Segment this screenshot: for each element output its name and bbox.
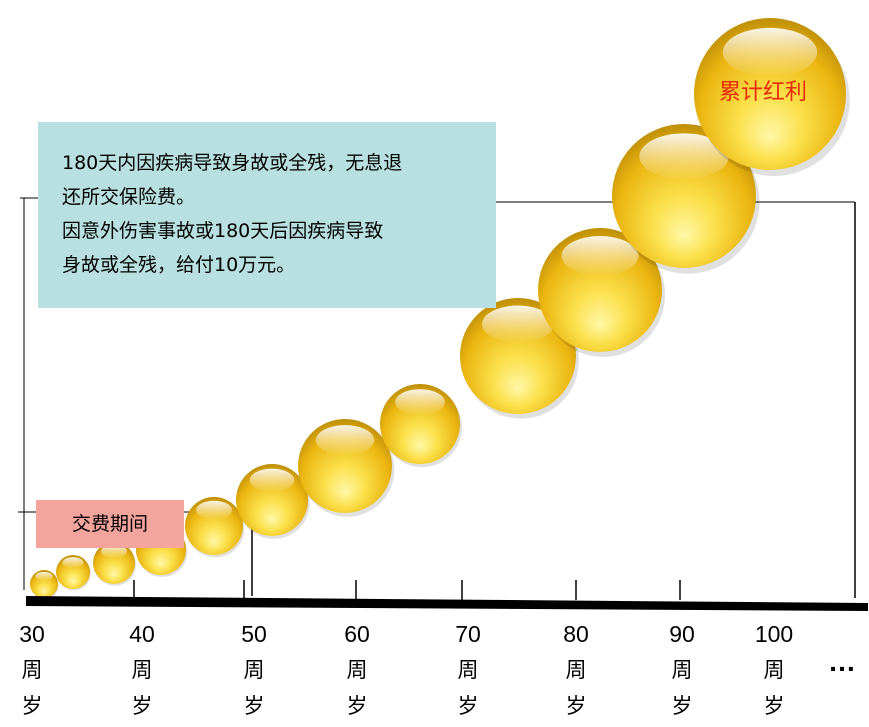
age-unit-1: 周 — [346, 658, 368, 682]
dividend-sphere — [460, 298, 579, 419]
age-number: 70 — [455, 621, 481, 647]
age-unit-2: 岁 — [346, 694, 368, 718]
age-label-80: 80 周 岁 — [546, 616, 606, 724]
age-unit-2: 岁 — [565, 694, 587, 718]
age-unit-1: 周 — [565, 658, 587, 682]
age-unit-1: 周 — [763, 658, 785, 682]
dividend-sphere — [694, 18, 850, 177]
dividend-sphere — [612, 124, 760, 274]
age-unit-1: 周 — [457, 658, 479, 682]
age-label-60: 60 周 岁 — [327, 616, 387, 724]
age-unit-1: 周 — [131, 658, 153, 682]
age-unit-2: 岁 — [21, 694, 43, 718]
age-unit-1: 周 — [671, 658, 693, 682]
age-number: 30 — [19, 621, 45, 647]
payment-period-label: 交费期间 — [36, 500, 184, 548]
dividend-sphere — [185, 497, 245, 558]
age-number: 80 — [563, 621, 589, 647]
age-unit-1: 周 — [243, 658, 265, 682]
age-number: 40 — [129, 621, 155, 647]
age-unit-2: 岁 — [457, 694, 479, 718]
age-label-50: 50 周 岁 — [224, 616, 284, 724]
dividend-sphere — [380, 384, 462, 468]
age-label-30: 30 周 岁 — [2, 616, 62, 724]
cumulative-bonus-label: 累计红利 — [718, 80, 807, 105]
axis-ticks — [133, 580, 681, 600]
dividend-sphere — [236, 464, 310, 539]
dividend-sphere — [93, 542, 137, 586]
age-label-40: 40 周 岁 — [112, 616, 172, 724]
info-line-4: 身故或全残，给付10万元。 — [62, 254, 296, 276]
age-unit-2: 岁 — [131, 694, 153, 718]
dividend-sphere — [56, 555, 91, 591]
age-unit-2: 岁 — [763, 694, 785, 718]
info-line-3: 因意外伤害事故或180天后因疾病导致 — [62, 220, 384, 242]
dividend-sphere — [538, 228, 666, 357]
continuation-ellipsis: … — [828, 646, 858, 677]
dividend-sphere — [30, 570, 59, 600]
dividend-sphere — [298, 419, 395, 517]
age-label-70: 70 周 岁 — [438, 616, 498, 724]
age-number: 100 — [754, 621, 794, 647]
age-label-90: 90 周 岁 — [652, 616, 712, 724]
age-unit-2: 岁 — [671, 694, 693, 718]
timeline-axis — [26, 596, 868, 611]
age-label-100: 100 周 岁 — [744, 616, 804, 724]
age-unit-1: 周 — [21, 658, 43, 682]
info-line-1: 180天内因疾病导致身故或全残，无息退 — [62, 152, 403, 174]
age-number: 50 — [241, 621, 267, 647]
age-number: 90 — [669, 621, 695, 647]
coverage-info-box: 180天内因疾病导致身故或全残，无息退 还所交保险费。 因意外伤害事故或180天… — [38, 122, 496, 308]
age-unit-2: 岁 — [243, 694, 265, 718]
info-line-2: 还所交保险费。 — [62, 186, 196, 208]
age-number: 60 — [344, 621, 370, 647]
